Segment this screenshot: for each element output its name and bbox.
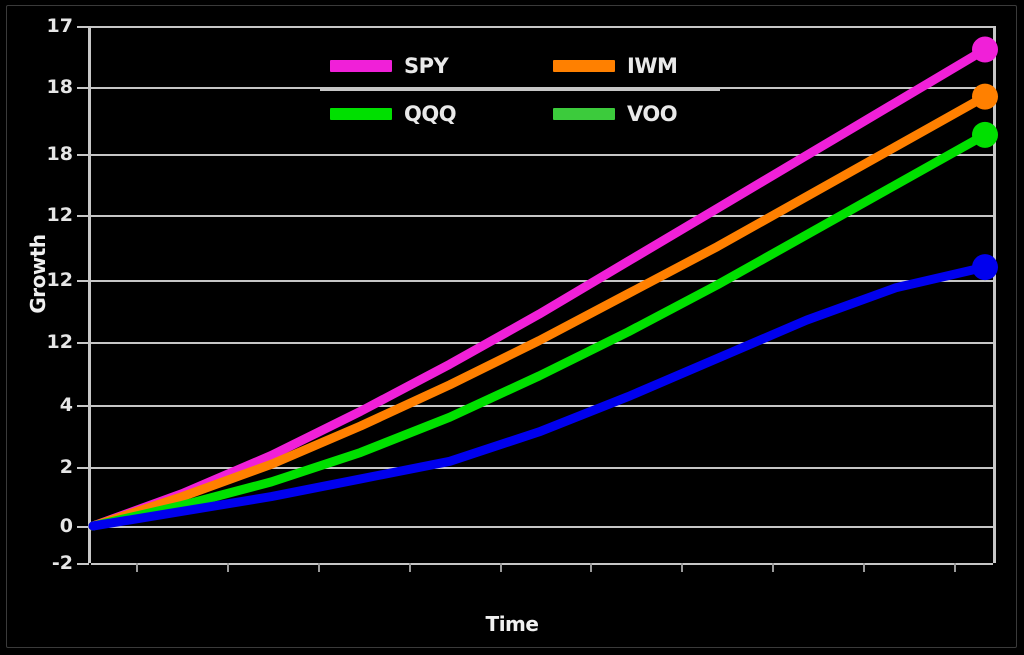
y-tick-mark xyxy=(77,87,89,89)
x-tick-mark xyxy=(862,563,865,572)
x-tick-mark xyxy=(408,563,411,572)
y-tick-mark xyxy=(77,342,89,344)
x-axis-title: Time xyxy=(485,612,539,636)
y-tick-mark xyxy=(77,26,89,28)
series-endpoint-marker-iwm xyxy=(972,83,998,110)
y-tick-mark xyxy=(77,215,89,217)
legend-label-iwm: IWM xyxy=(627,54,678,78)
chart-legend: SPY IWM QQQ VOO xyxy=(330,44,730,136)
legend-swatch-spy xyxy=(330,60,392,72)
series-endpoint-marker-qqq xyxy=(972,121,998,148)
x-tick-mark xyxy=(227,563,230,572)
legend-label-spy: SPY xyxy=(404,54,449,78)
y-tick-label: 4 xyxy=(59,394,73,416)
legend-divider xyxy=(320,89,720,91)
x-tick-mark xyxy=(136,563,139,572)
legend-label-voo: VOO xyxy=(627,102,678,126)
legend-item-qqq[interactable]: QQQ xyxy=(330,92,507,136)
x-tick-mark xyxy=(499,563,502,572)
x-tick-mark xyxy=(681,563,684,572)
y-tick-label: 2 xyxy=(59,456,73,478)
gridline xyxy=(91,215,993,217)
gridline xyxy=(91,154,993,156)
gridline xyxy=(91,280,993,282)
y-tick-mark xyxy=(77,280,89,282)
y-tick-mark xyxy=(77,405,89,407)
series-line-voo xyxy=(88,262,990,531)
legend-label-qqq: QQQ xyxy=(404,102,457,126)
y-tick-mark xyxy=(77,526,89,528)
y-tick-label: 12 xyxy=(46,204,73,226)
legend-item-voo[interactable]: VOO xyxy=(553,92,730,136)
legend-swatch-voo xyxy=(553,108,615,120)
gridline xyxy=(91,26,993,28)
series-lines xyxy=(88,36,998,531)
gridline xyxy=(91,467,993,469)
legend-swatch-iwm xyxy=(553,60,615,72)
y-tick-label: 12 xyxy=(46,331,73,353)
legend-item-iwm[interactable]: IWM xyxy=(553,44,730,88)
series-endpoint-marker-voo xyxy=(972,254,998,281)
y-tick-mark xyxy=(77,563,89,565)
series-line-iwm xyxy=(88,92,990,531)
plot-area: 17 18 18 12 12 12 4 2 0 -2 xyxy=(47,15,998,574)
x-tick-mark xyxy=(318,563,320,572)
y-tick-label: 0 xyxy=(59,515,73,537)
y-tick-label: 18 xyxy=(46,76,73,98)
gridline xyxy=(91,563,993,565)
legend-item-spy[interactable]: SPY xyxy=(330,44,507,88)
gridline xyxy=(91,87,993,89)
gridline xyxy=(91,405,993,407)
x-tick-mark xyxy=(772,563,774,572)
legend-swatch-qqq xyxy=(330,108,392,120)
x-tick-mark xyxy=(590,563,593,572)
y-tick-label: 17 xyxy=(46,15,73,37)
y-tick-mark xyxy=(77,154,89,156)
y-tick-label: -2 xyxy=(51,552,73,574)
y-tick-label: 18 xyxy=(46,143,73,165)
x-tick-mark xyxy=(953,563,956,572)
gridline xyxy=(91,526,993,528)
y-tick-mark xyxy=(77,467,89,469)
y-tick-label: 12 xyxy=(46,269,73,291)
series-line-spy xyxy=(88,45,990,531)
series-line-qqq xyxy=(88,130,990,531)
series-endpoint-marker-spy xyxy=(972,36,998,63)
